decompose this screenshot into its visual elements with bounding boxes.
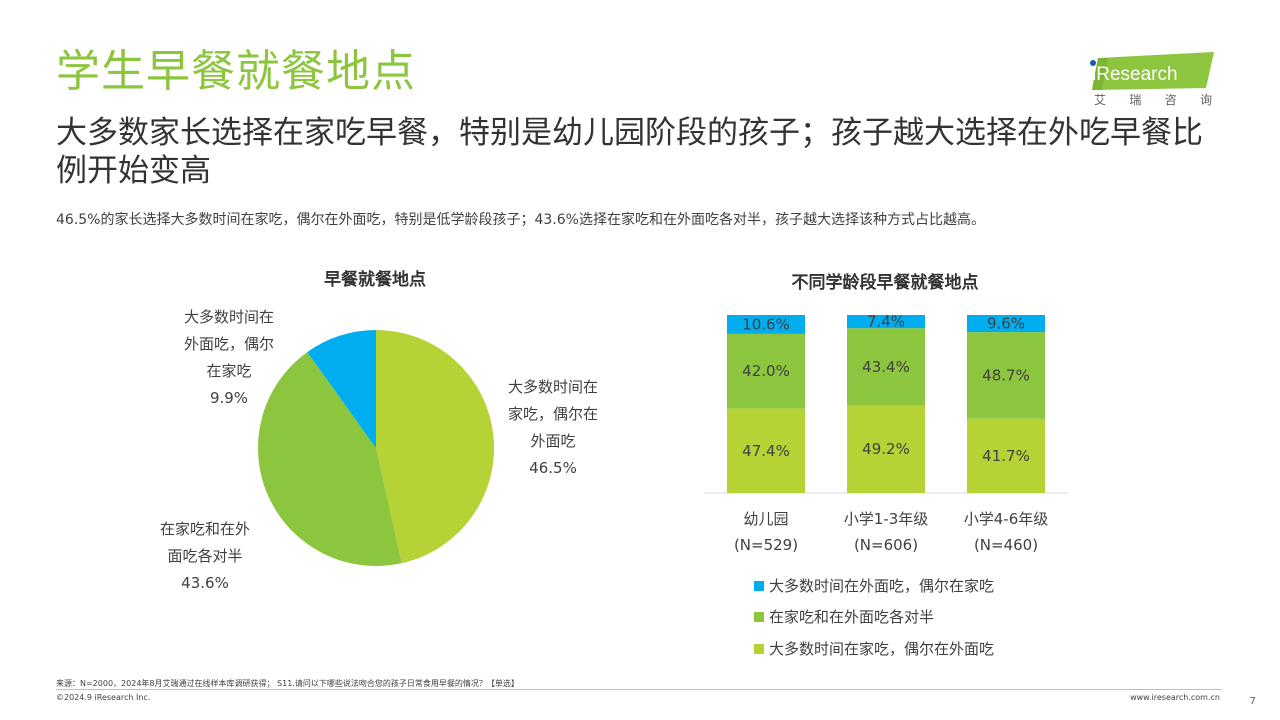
bar-segment-outside bbox=[967, 315, 1045, 333]
pie-label-half: 在家吃和在外 面吃各对半 43.6% bbox=[150, 516, 260, 597]
footer-divider bbox=[56, 689, 1222, 690]
legend-item-home: 大多数时间在家吃，偶尔在外面吃 bbox=[754, 638, 994, 659]
bar-segment-home bbox=[727, 408, 805, 493]
bar-segment-half bbox=[967, 332, 1045, 419]
bar-data-label: 49.2% bbox=[862, 440, 910, 458]
pie-label-home: 大多数时间在 家吃，偶尔在 外面吃 46.5% bbox=[498, 374, 608, 482]
page-description: 46.5%的家长选择大多数时间在家吃，偶尔在外面吃，特别是低学龄段孩子；43.6… bbox=[56, 212, 985, 228]
footer-copyright: ©2024.9 iResearch Inc. bbox=[56, 693, 151, 702]
bar-segment-home bbox=[847, 405, 925, 493]
bar-data-label: 10.6% bbox=[742, 315, 790, 333]
pie-slice-half bbox=[258, 352, 402, 566]
bar-data-label: 43.4% bbox=[862, 358, 910, 376]
legend-swatch bbox=[754, 611, 764, 622]
footer-source: 来源：N=2000，2024年8月艾瑞通过在线样本库调研获得； S11.请问以下… bbox=[56, 679, 519, 688]
bar-segment-half bbox=[727, 333, 805, 409]
pie-slice-outside bbox=[307, 330, 376, 448]
logo-cn-text: 艾瑞咨询 bbox=[1094, 93, 1212, 107]
page-title: 学生早餐就餐地点 bbox=[56, 46, 416, 97]
bar-segment-outside bbox=[847, 315, 925, 329]
bar-segment-outside bbox=[727, 315, 805, 334]
pie-label-outside: 大多数时间在 外面吃，偶尔 在家吃 9.9% bbox=[174, 304, 284, 412]
legend-swatch bbox=[754, 580, 764, 591]
legend-item-half: 在家吃和在外面吃各对半 bbox=[754, 606, 934, 627]
page-number: 7 bbox=[1249, 696, 1256, 707]
pie-chart bbox=[258, 330, 494, 566]
legend-swatch bbox=[754, 643, 764, 654]
bar-data-label: 7.4% bbox=[867, 313, 905, 331]
pie-value-home: 46.5% bbox=[529, 459, 577, 477]
bar-chart-title: 不同学龄段早餐就餐地点 bbox=[791, 273, 979, 293]
pie-slice-home bbox=[376, 330, 494, 564]
bar-data-label: 48.7% bbox=[982, 366, 1030, 384]
pie-value-half: 43.6% bbox=[181, 574, 229, 592]
logo-text: iResearch bbox=[1092, 64, 1178, 85]
bar-data-label: 41.7% bbox=[982, 447, 1030, 465]
pie-value-outside: 9.9% bbox=[209, 389, 249, 407]
bar-category-grade4-6: 小学4-6年级 (N=460) bbox=[963, 510, 1049, 554]
bar-category-kindergarten: 幼儿园 (N=529) bbox=[733, 510, 799, 554]
legend-item-outside: 大多数时间在外面吃，偶尔在家吃 bbox=[754, 575, 994, 596]
bar-segment-half bbox=[847, 328, 925, 406]
bar-category-grade1-3: 小学1-3年级 (N=606) bbox=[843, 510, 929, 554]
stacked-bar-chart: 47.4% 42.0% 10.6% 49.2% 43.4% 7.4% 41.7% 48.7% 9… bbox=[704, 313, 1068, 494]
pie-chart-title: 早餐就餐地点 bbox=[324, 270, 426, 290]
bar-data-label: 42.0% bbox=[742, 362, 790, 380]
page-headline: 大多数家长选择在家吃早餐，特别是幼儿园阶段的孩子；孩子越大选择在外吃早餐比例开始… bbox=[56, 115, 1203, 189]
bar-data-label: 47.4% bbox=[742, 442, 790, 460]
footer-website: www.iresearch.com.cn bbox=[1130, 693, 1220, 702]
bar-segment-home bbox=[967, 418, 1045, 493]
bar-data-label: 9.6% bbox=[987, 315, 1025, 333]
iresearch-logo: iResearch bbox=[1090, 52, 1214, 90]
